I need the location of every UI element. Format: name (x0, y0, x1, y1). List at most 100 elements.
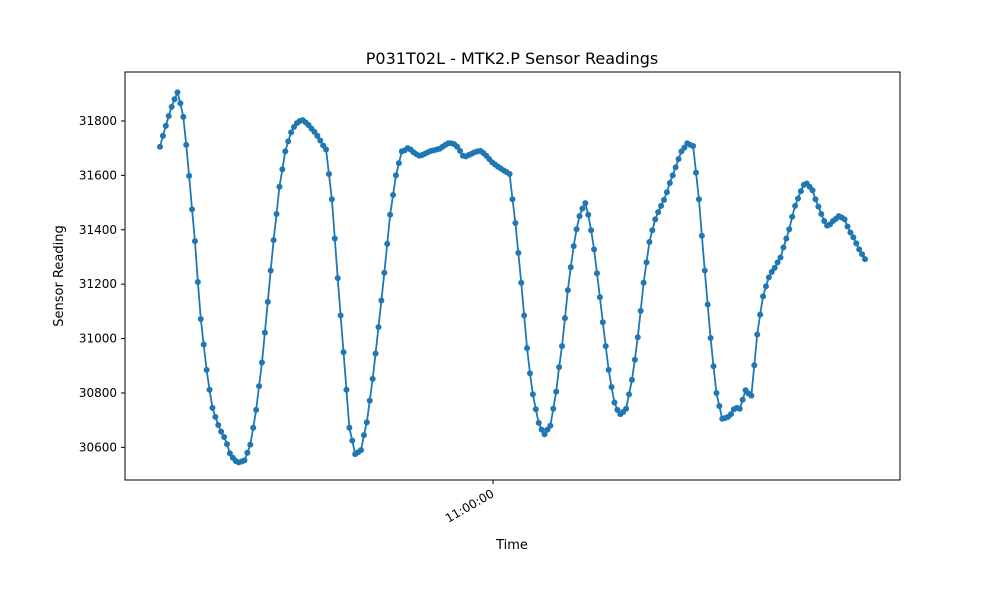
data-point (171, 96, 178, 103)
data-point (180, 113, 187, 120)
data-point (739, 396, 746, 403)
y-tick-label: 31000 (79, 332, 117, 346)
data-point (663, 189, 670, 196)
data-point (218, 428, 225, 435)
data-point (346, 424, 353, 431)
data-point (815, 203, 822, 210)
data-point (244, 449, 251, 456)
data-point (378, 297, 385, 304)
data-point (360, 432, 367, 439)
y-tick-label: 31800 (79, 114, 117, 128)
data-point (194, 278, 201, 285)
data-point (751, 362, 758, 369)
data-point (337, 312, 344, 319)
y-axis-label: Sensor Reading (52, 225, 67, 326)
data-point (573, 226, 580, 233)
data-point (786, 226, 793, 233)
data-point (564, 287, 571, 294)
data-point (605, 366, 612, 373)
data-point (247, 441, 254, 448)
data-point (343, 386, 350, 393)
data-point (279, 166, 286, 173)
data-point (162, 122, 169, 129)
data-point (713, 389, 720, 396)
y-axis: 30600 30800 31000 31200 31400 31600 31800 (79, 114, 125, 454)
data-point (707, 335, 714, 342)
data-point (273, 210, 280, 217)
y-tick-label: 31200 (79, 277, 117, 291)
data-point (258, 359, 265, 366)
data-point (512, 219, 519, 226)
data-point (457, 147, 464, 154)
data-point (710, 363, 717, 370)
data-point (649, 227, 656, 234)
data-point (212, 413, 219, 420)
data-point (643, 259, 650, 266)
data-point (556, 364, 563, 371)
data-point (602, 343, 609, 350)
data-point (526, 370, 533, 377)
data-point (631, 356, 638, 363)
data-point (809, 187, 816, 194)
data-point (529, 391, 536, 398)
data-point (197, 315, 204, 322)
data-point (588, 227, 595, 234)
data-point (518, 279, 525, 286)
data-point (797, 188, 804, 195)
data-point (593, 270, 600, 277)
data-point (582, 200, 589, 207)
data-point (704, 301, 711, 308)
data-point (253, 406, 260, 413)
data-point (395, 160, 402, 167)
data-point (241, 457, 248, 464)
data-point (372, 350, 379, 357)
data-point (780, 244, 787, 251)
data-point (191, 238, 198, 245)
data-point (314, 132, 321, 139)
data-point (623, 405, 630, 412)
data-point (608, 383, 615, 390)
data-point (157, 143, 163, 150)
data-point (736, 405, 743, 412)
data-point (771, 264, 778, 271)
data-point (224, 441, 230, 448)
data-point (168, 103, 175, 110)
data-point (200, 341, 207, 348)
data-point (392, 172, 399, 179)
data-point (640, 279, 647, 286)
data-point (285, 138, 292, 145)
data-point (690, 142, 697, 149)
chart-title: P031T02L - MTK2.P Sensor Readings (366, 49, 658, 68)
data-point (189, 206, 196, 213)
data-point (532, 406, 539, 413)
data-point (675, 156, 682, 163)
data-point (375, 324, 382, 331)
data-point (325, 171, 332, 177)
data-point (334, 275, 341, 282)
data-point (783, 235, 790, 242)
data-point (596, 294, 603, 301)
data-point (221, 434, 228, 441)
data-point (515, 249, 522, 256)
data-point (159, 132, 166, 139)
data-point (506, 171, 513, 177)
data-point (209, 404, 216, 411)
data-point (165, 113, 172, 120)
data-point (765, 274, 772, 281)
data-point (754, 331, 761, 338)
x-axis-label: Time (495, 538, 528, 553)
data-point (850, 234, 857, 241)
data-point (369, 375, 376, 382)
data-point (774, 259, 781, 266)
data-point (349, 437, 356, 444)
data-point (762, 283, 769, 290)
data-point (757, 311, 764, 318)
data-point (570, 243, 577, 250)
data-point (363, 419, 370, 426)
data-point (599, 319, 606, 326)
data-point (585, 211, 592, 218)
data-point (288, 129, 295, 136)
data-point (727, 411, 734, 418)
data-point (818, 210, 825, 217)
